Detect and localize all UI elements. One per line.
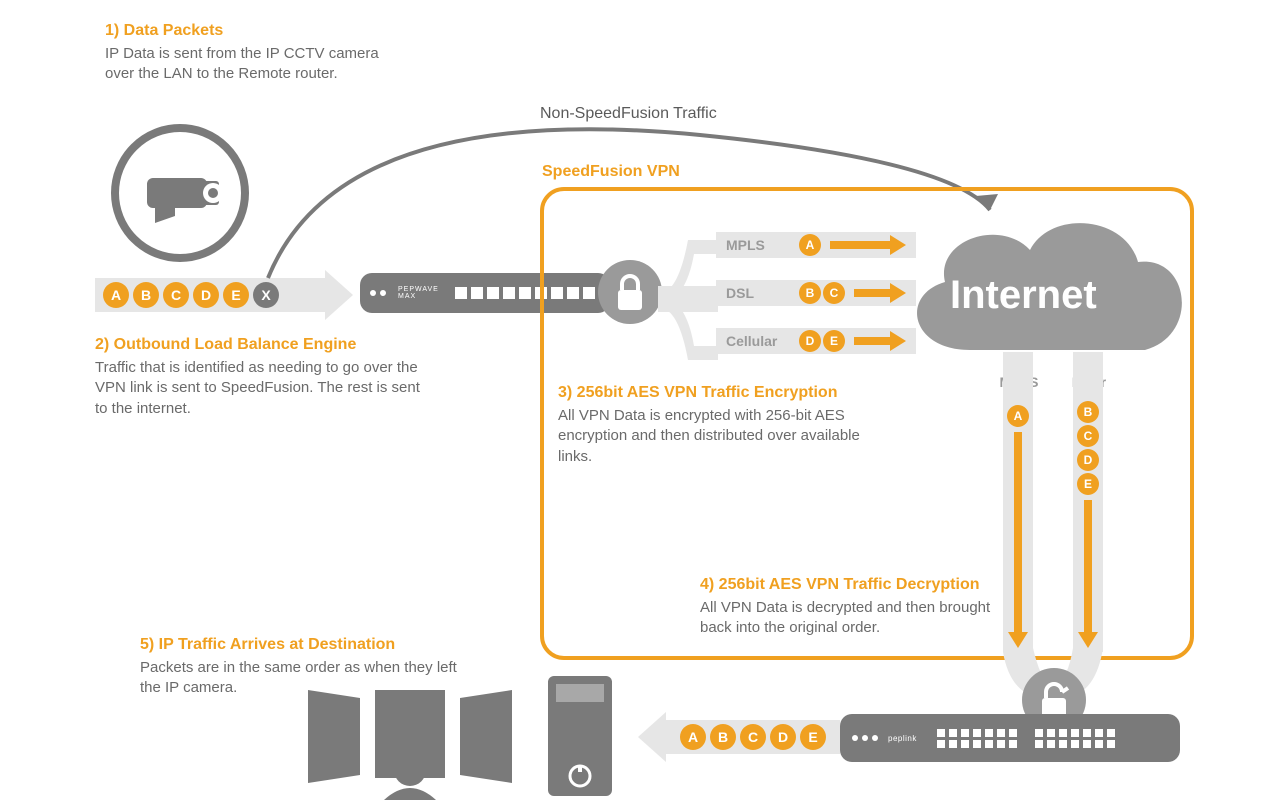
out-packet-b: B <box>710 724 736 750</box>
link-mpls-packet-a: A <box>799 234 821 256</box>
link-dsl-packet-c: C <box>823 282 845 304</box>
step-3-body: All VPN Data is encrypted with 256-bit A… <box>558 406 888 467</box>
out-packet-a: A <box>680 724 706 750</box>
step-4-body: All VPN Data is decrypted and then broug… <box>700 598 1000 639</box>
step-4-text: 4) 256bit AES VPN Traffic Decryption All… <box>700 576 1000 639</box>
router-peplink: peplink <box>840 714 1180 762</box>
down-fiber-packet-b: B <box>1077 401 1099 423</box>
step-2-body: Traffic that is identified as needing to… <box>95 358 435 419</box>
step-2-title: 2) Outbound Load Balance Engine <box>95 336 435 354</box>
link-row-dsl: DSL B C <box>716 280 916 306</box>
link-cell-packet-e: E <box>823 330 845 352</box>
down-fiber-packet-d: D <box>1077 449 1099 471</box>
link-cell-packet-d: D <box>799 330 821 352</box>
router2-caption: peplink <box>888 734 917 743</box>
down-mpls-packets: A <box>1007 404 1029 428</box>
vpn-box-label: SpeedFusion VPN <box>542 163 680 181</box>
cloud-label: Internet <box>950 273 1097 318</box>
link-label-mpls: MPLS <box>726 237 798 253</box>
step-2-text: 2) Outbound Load Balance Engine Traffic … <box>95 336 435 419</box>
link-label-dsl: DSL <box>726 285 798 301</box>
output-band-head <box>638 712 666 762</box>
link-dsl-packet-b: B <box>799 282 821 304</box>
output-packets: A B C D E <box>676 720 830 754</box>
out-packet-d: D <box>770 724 796 750</box>
out-packet-c: C <box>740 724 766 750</box>
non-speedfusion-label: Non-SpeedFusion Traffic <box>540 105 717 123</box>
down-mpls-arrow <box>1008 432 1028 648</box>
down-fiber-packets: B C D E <box>1077 400 1099 496</box>
step-5-text: 5) IP Traffic Arrives at Destination Pac… <box>140 636 480 699</box>
lock-encrypt-icon <box>598 260 662 324</box>
down-fiber-arrow <box>1078 500 1098 648</box>
link-row-mpls: MPLS A <box>716 232 916 258</box>
down-mpls-packet-a: A <box>1007 405 1029 427</box>
link-fanout <box>658 220 718 370</box>
link-row-cellular: Cellular D E <box>716 328 916 354</box>
step-4-title: 4) 256bit AES VPN Traffic Decryption <box>700 576 1000 594</box>
down-fiber-packet-e: E <box>1077 473 1099 495</box>
step-5-title: 5) IP Traffic Arrives at Destination <box>140 636 480 654</box>
down-fiber-packet-c: C <box>1077 425 1099 447</box>
out-packet-e: E <box>800 724 826 750</box>
step-5-body: Packets are in the same order as when th… <box>140 658 480 699</box>
link-label-cellular: Cellular <box>726 333 798 349</box>
server-icon <box>540 672 620 802</box>
step-3-title: 3) 256bit AES VPN Traffic Encryption <box>558 384 888 402</box>
router2-leds <box>852 735 878 741</box>
step-3-text: 3) 256bit AES VPN Traffic Encryption All… <box>558 384 888 467</box>
